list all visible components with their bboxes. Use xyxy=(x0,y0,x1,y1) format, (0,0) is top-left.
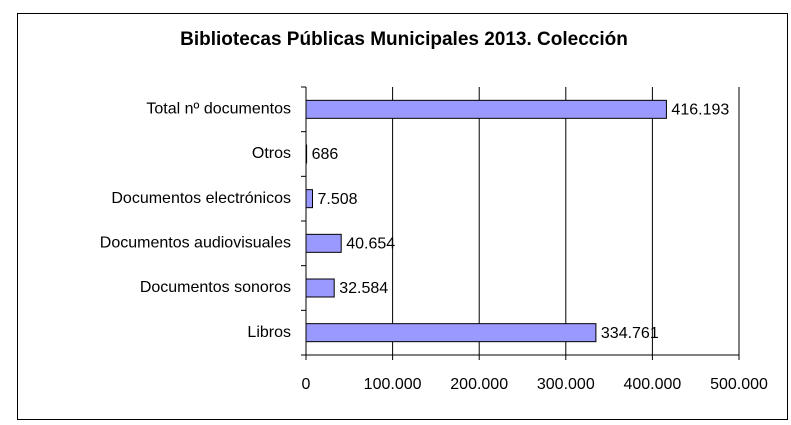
data-label: 40.654 xyxy=(346,236,395,253)
data-label: 686 xyxy=(312,146,339,163)
bar xyxy=(305,189,314,209)
bar xyxy=(305,323,597,343)
y-tick-label: Documentos sonoros xyxy=(140,279,291,296)
bar xyxy=(305,144,308,164)
bar xyxy=(305,99,667,119)
data-label: 32.584 xyxy=(339,280,388,297)
x-tick-label: 0 xyxy=(302,376,311,393)
x-tick-label: 200.000 xyxy=(450,376,508,393)
chart-title: Bibliotecas Públicas Municipales 2013. C… xyxy=(180,29,628,50)
data-label: 7.508 xyxy=(318,191,358,208)
y-tick-label: Documentos audiovisuales xyxy=(100,235,291,252)
chart-frame xyxy=(17,13,788,420)
x-tick-label: 100.000 xyxy=(364,376,422,393)
data-label: 416.193 xyxy=(671,102,729,119)
x-tick-label: 300.000 xyxy=(537,376,595,393)
data-label: 334.761 xyxy=(601,325,659,342)
y-tick-label: Total nº documentos xyxy=(146,101,291,118)
y-tick-label: Otros xyxy=(252,145,291,162)
bar xyxy=(305,233,342,253)
x-tick-label: 400.000 xyxy=(623,376,681,393)
y-tick-label: Documentos electrónicos xyxy=(111,190,291,207)
bar xyxy=(305,278,335,298)
y-tick-label: Libros xyxy=(247,324,291,341)
x-tick-label: 500.000 xyxy=(710,376,768,393)
